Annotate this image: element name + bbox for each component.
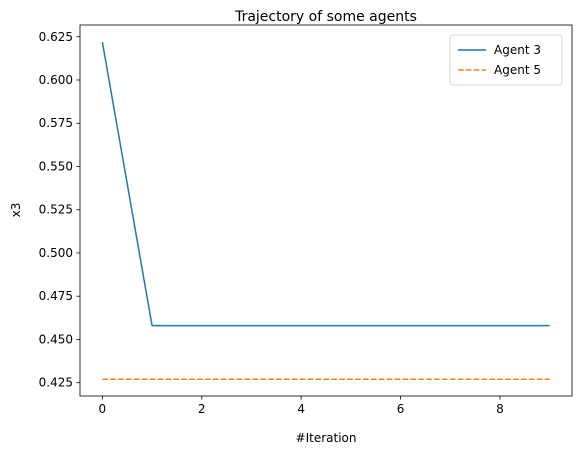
x-tick-label: 8 bbox=[496, 402, 504, 416]
x-axis-label: #Iteration bbox=[296, 431, 357, 445]
y-tick-label: 0.425 bbox=[39, 376, 73, 390]
y-tick-label: 0.600 bbox=[39, 73, 73, 87]
y-tick-label: 0.575 bbox=[39, 116, 73, 130]
legend-label-2: Agent 5 bbox=[494, 63, 541, 77]
legend: Agent 3 Agent 5 bbox=[449, 34, 563, 86]
legend-box bbox=[449, 34, 563, 86]
y-tick-label: 0.550 bbox=[39, 159, 73, 173]
series-line-1 bbox=[101, 41, 550, 327]
plot-frame bbox=[79, 24, 573, 397]
x-tick-label: 6 bbox=[397, 402, 405, 416]
y-tick-label: 0.625 bbox=[39, 30, 73, 44]
y-tick-label: 0.450 bbox=[39, 332, 73, 346]
x-tick-label: 0 bbox=[99, 402, 107, 416]
x-tick-label: 2 bbox=[198, 402, 206, 416]
x-tick-label: 4 bbox=[297, 402, 305, 416]
y-tick-label: 0.500 bbox=[39, 246, 73, 260]
y-tick-label: 0.525 bbox=[39, 203, 73, 217]
y-tick-label: 0.475 bbox=[39, 289, 73, 303]
chart-title: Trajectory of some agents bbox=[234, 9, 417, 25]
legend-label-1: Agent 3 bbox=[494, 43, 541, 57]
y-axis-label: x3 bbox=[9, 203, 23, 218]
